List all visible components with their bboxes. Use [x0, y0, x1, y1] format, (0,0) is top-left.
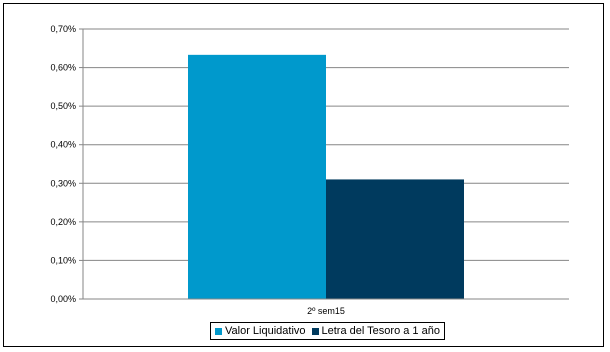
y-tick-label: 0,00% [50, 294, 76, 304]
y-tick-label: 0,10% [50, 255, 76, 265]
bars [188, 54, 464, 299]
y-tick-label: 0,60% [50, 63, 76, 73]
y-tick-label: 0,30% [50, 178, 76, 188]
legend: Valor Liquidativo Letra del Tesoro a 1 a… [210, 322, 445, 340]
x-tick-label: 2º sem15 [307, 306, 345, 316]
y-axis-tick-labels: 0,00% 0,10% 0,20% 0,30% 0,40% 0,50% 0,60% 0,70% [50, 24, 76, 304]
legend-item-letra-del-tesoro: Letra del Tesoro a 1 año [311, 325, 440, 337]
legend-label-letra-del-tesoro: Letra del Tesoro a 1 año [321, 325, 440, 337]
y-tick-label: 0,20% [50, 217, 76, 227]
bar-letra-del-tesoro-a-1-a-o-0 [326, 179, 464, 299]
y-tick-label: 0,70% [50, 24, 76, 34]
legend-swatch-valor-liquidativo [215, 327, 222, 335]
legend-item-valor-liquidativo: Valor Liquidativo [215, 325, 306, 337]
bar-valor-liquidativo-0 [188, 54, 326, 299]
y-tick-label: 0,40% [50, 140, 76, 150]
legend-swatch-letra-del-tesoro [311, 327, 319, 335]
legend-label-valor-liquidativo: Valor Liquidativo [225, 325, 306, 337]
y-tick-label: 0,50% [50, 101, 76, 111]
x-axis-tick-labels: 2º sem15 [307, 306, 345, 316]
